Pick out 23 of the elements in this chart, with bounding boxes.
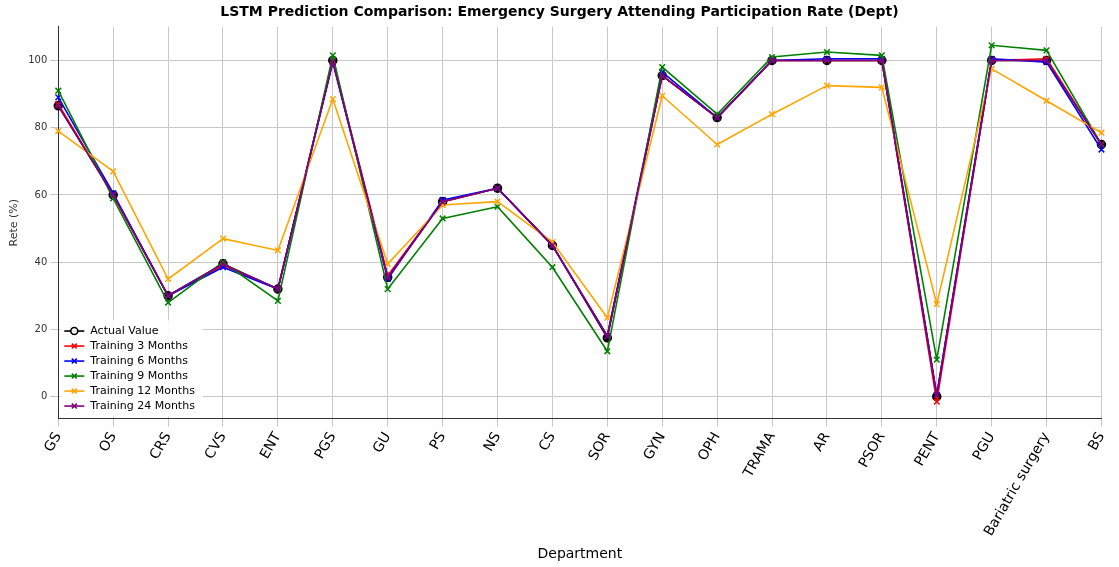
- x-tick-label: GS: [40, 428, 65, 455]
- legend-label: Training 3 Months: [89, 338, 189, 352]
- x-axis-title: Department: [537, 545, 623, 562]
- legend-label: Actual Value: [90, 323, 159, 337]
- y-axis-title: Rete (%): [7, 198, 21, 247]
- y-tick-label: 0: [40, 390, 48, 402]
- y-tick-label: 60: [34, 188, 48, 200]
- x-tick-label: GU: [369, 429, 394, 456]
- y-tick-label: 100: [28, 54, 48, 66]
- y-tick-label: 80: [34, 121, 48, 133]
- x-tick-label: CS: [534, 428, 559, 454]
- legend-label: Training 12 Months: [89, 383, 196, 397]
- legend-label: Training 9 Months: [89, 368, 189, 382]
- chart-title: LSTM Prediction Comparison: Emergency Surgery Attending Participation Rate (Dept): [220, 3, 899, 20]
- y-tick-label: 20: [34, 323, 48, 335]
- x-tick-label: BS: [1084, 428, 1108, 453]
- x-tick-label: AR: [809, 428, 833, 454]
- x-tick-label: PS: [425, 428, 449, 453]
- legend-label: Training 6 Months: [89, 353, 189, 367]
- x-tick-label: NS: [479, 428, 504, 454]
- x-tick-label: OS: [95, 428, 119, 455]
- y-tick-label: 40: [34, 255, 48, 267]
- legend-label: Training 24 Months: [89, 398, 196, 412]
